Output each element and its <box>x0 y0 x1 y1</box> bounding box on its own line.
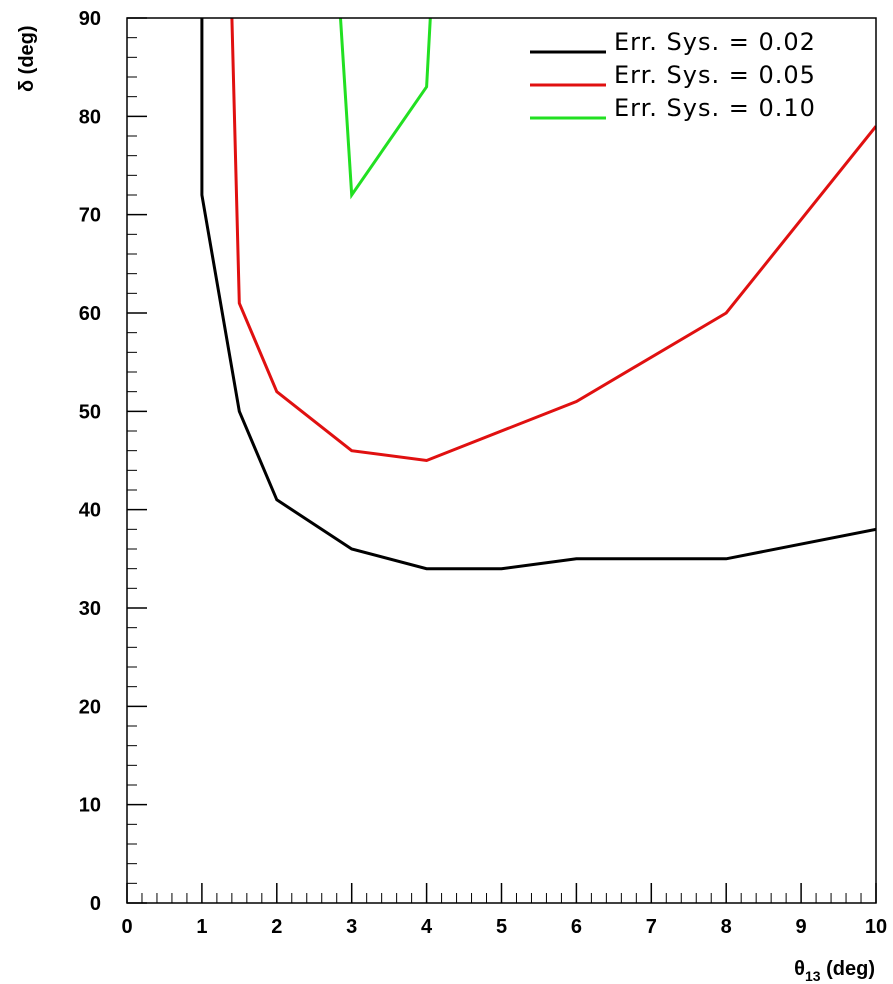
x-tick-label: 5 <box>496 916 507 938</box>
plot-frame <box>126 17 877 904</box>
major-ticks <box>126 17 877 904</box>
y-axis-title: δ (deg) <box>16 25 38 92</box>
x-tick-label: 8 <box>721 916 732 938</box>
legend-label: Err. Sys. = 0.02 <box>614 28 816 56</box>
x-tick-label: 7 <box>646 916 657 938</box>
y-tick-label: 50 <box>79 401 101 423</box>
x-tick-label: 3 <box>346 916 357 938</box>
y-tick-label: 80 <box>79 106 101 128</box>
x-tick-labels: 0 1 2 3 4 5 6 7 8 9 10 <box>121 916 887 938</box>
series-line-1 <box>200 18 876 571</box>
x-tick-label: 10 <box>865 916 887 938</box>
series-line-2 <box>230 18 876 463</box>
legend-label: Err. Sys. = 0.10 <box>614 94 816 122</box>
y-tick-label: 20 <box>79 696 101 718</box>
legend: Err. Sys. = 0.02 Err. Sys. = 0.05 Err. Sys… <box>530 28 816 122</box>
y-tick-label: 60 <box>79 303 101 325</box>
x-tick-label: 4 <box>421 916 433 938</box>
y-tick-labels: 0 10 20 30 40 50 60 70 80 90 <box>79 8 101 915</box>
x-axis-title-main: θ <box>794 958 805 980</box>
x-tick-label: 1 <box>196 916 207 938</box>
x-axis-title: θ13 (deg) <box>794 958 875 984</box>
x-tick-label: 2 <box>271 916 282 938</box>
x-axis-title-sub: 13 <box>805 968 821 984</box>
minor-ticks <box>127 37 862 903</box>
legend-label: Err. Sys. = 0.05 <box>614 61 816 89</box>
series-line-3 <box>339 18 432 200</box>
x-tick-label: 9 <box>796 916 807 938</box>
series-layer <box>200 18 876 571</box>
y-tick-label: 90 <box>79 8 101 30</box>
y-tick-label: 0 <box>90 893 101 915</box>
x-tick-label: 6 <box>571 916 582 938</box>
y-tick-label: 10 <box>79 795 101 817</box>
x-tick-label: 0 <box>121 916 132 938</box>
y-tick-label: 40 <box>79 500 101 522</box>
y-tick-label: 30 <box>79 598 101 620</box>
y-tick-label: 70 <box>79 205 101 227</box>
x-axis-title-unit: (deg) <box>821 958 875 980</box>
